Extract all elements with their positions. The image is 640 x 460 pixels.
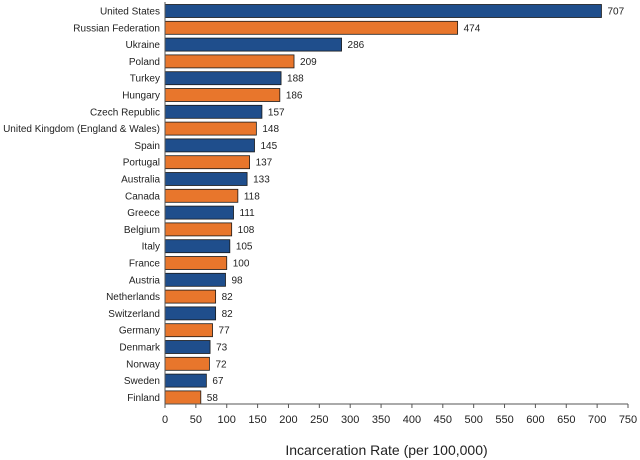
bar-united-states bbox=[164, 4, 602, 18]
bar-sweden bbox=[164, 373, 207, 388]
x-tick-label: 50 bbox=[190, 414, 202, 426]
category-label: Turkey bbox=[130, 74, 160, 85]
category-label: Switzerland bbox=[108, 309, 160, 320]
value-label: 137 bbox=[256, 158, 273, 169]
x-tick-label: 300 bbox=[341, 414, 359, 426]
x-tick-label: 500 bbox=[464, 414, 482, 426]
bar-spain bbox=[164, 138, 255, 153]
bar-australia bbox=[164, 172, 248, 186]
value-label: 67 bbox=[212, 376, 224, 387]
category-label: Finland bbox=[127, 393, 160, 404]
x-tick-label: 150 bbox=[248, 414, 266, 426]
category-label: Russian Federation bbox=[73, 23, 160, 34]
bar-austria bbox=[164, 272, 226, 287]
category-label: Italy bbox=[142, 242, 160, 253]
value-label: 157 bbox=[268, 107, 285, 118]
value-label: 108 bbox=[238, 225, 255, 236]
value-label: 98 bbox=[231, 275, 243, 286]
value-label: 707 bbox=[607, 7, 624, 18]
category-label: Netherlands bbox=[106, 292, 160, 303]
bar-belgium bbox=[164, 222, 233, 237]
value-label: 73 bbox=[216, 343, 228, 354]
category-label: United Kingdom (England & Wales) bbox=[3, 124, 160, 135]
bar-greece bbox=[164, 205, 234, 220]
value-label: 100 bbox=[233, 259, 250, 270]
labels-layer: United States 707 Russian Federation 474 Ukr… bbox=[3, 7, 625, 404]
value-label: 188 bbox=[287, 74, 304, 85]
category-label: Denmark bbox=[119, 343, 161, 354]
bar-switzerland bbox=[164, 306, 217, 321]
x-tick-label: 250 bbox=[310, 414, 328, 426]
value-label: 133 bbox=[253, 175, 270, 186]
category-label: Norway bbox=[126, 359, 160, 370]
value-label: 286 bbox=[348, 40, 365, 51]
x-tick-label: 350 bbox=[372, 414, 390, 426]
value-label: 72 bbox=[215, 359, 227, 370]
value-label: 186 bbox=[286, 91, 303, 102]
x-tick-label: 200 bbox=[279, 414, 297, 426]
bar-norway bbox=[164, 356, 210, 371]
bar-canada bbox=[164, 188, 239, 203]
bar-united-kingdom-england-wales bbox=[164, 121, 257, 136]
bar-portugal bbox=[164, 155, 250, 170]
value-label: 474 bbox=[464, 23, 481, 34]
bar-denmark bbox=[164, 340, 211, 354]
value-label: 82 bbox=[222, 292, 234, 303]
category-label: United States bbox=[100, 7, 160, 18]
bar-russian-federation bbox=[164, 20, 459, 35]
category-label: Greece bbox=[127, 208, 160, 219]
x-axis: 0 50 100 150 200 250 300 350 400 450 500 550 600 650 7… bbox=[162, 2, 637, 426]
category-label: Portugal bbox=[123, 158, 160, 169]
bar-czech-republic bbox=[164, 104, 263, 119]
x-axis-title: Incarceration Rate (per 100,000) bbox=[285, 442, 487, 458]
value-label: 77 bbox=[219, 326, 231, 337]
x-tick-label: 750 bbox=[619, 414, 637, 426]
category-label: Poland bbox=[129, 57, 160, 68]
category-label: Austria bbox=[129, 275, 161, 286]
value-label: 148 bbox=[262, 124, 279, 135]
x-tick-label: 600 bbox=[526, 414, 544, 426]
x-tick-label: 550 bbox=[495, 414, 513, 426]
x-tick-label: 0 bbox=[162, 414, 168, 426]
bar-ukraine bbox=[164, 37, 342, 52]
category-label: Germany bbox=[119, 326, 160, 337]
x-tick-label: 650 bbox=[557, 414, 575, 426]
category-label: France bbox=[129, 259, 161, 270]
bar-germany bbox=[164, 323, 213, 338]
bar-italy bbox=[164, 239, 231, 254]
value-label: 145 bbox=[261, 141, 278, 152]
value-label: 118 bbox=[244, 191, 260, 202]
category-label: Czech Republic bbox=[90, 107, 160, 118]
bars-layer bbox=[164, 4, 602, 405]
category-label: Sweden bbox=[124, 376, 160, 387]
x-tick-label: 700 bbox=[588, 414, 606, 426]
bar-netherlands bbox=[164, 289, 217, 304]
category-label: Belgium bbox=[124, 225, 160, 236]
value-label: 111 bbox=[240, 208, 256, 219]
x-tick-label: 450 bbox=[434, 414, 452, 426]
category-label: Hungary bbox=[122, 91, 160, 102]
category-label: Spain bbox=[134, 141, 160, 152]
category-label: Ukraine bbox=[126, 40, 161, 51]
value-label: 209 bbox=[300, 57, 317, 68]
bar-poland bbox=[164, 54, 295, 69]
value-label: 105 bbox=[236, 242, 253, 253]
x-tick-label: 100 bbox=[218, 414, 236, 426]
bar-turkey bbox=[164, 71, 282, 86]
bar-hungary bbox=[164, 88, 281, 102]
bar-france bbox=[164, 256, 228, 270]
value-label: 58 bbox=[207, 393, 219, 404]
bar-finland bbox=[164, 390, 202, 405]
category-label: Australia bbox=[121, 175, 160, 186]
category-label: Canada bbox=[125, 191, 160, 202]
value-label: 82 bbox=[222, 309, 234, 320]
x-tick-label: 400 bbox=[403, 414, 421, 426]
